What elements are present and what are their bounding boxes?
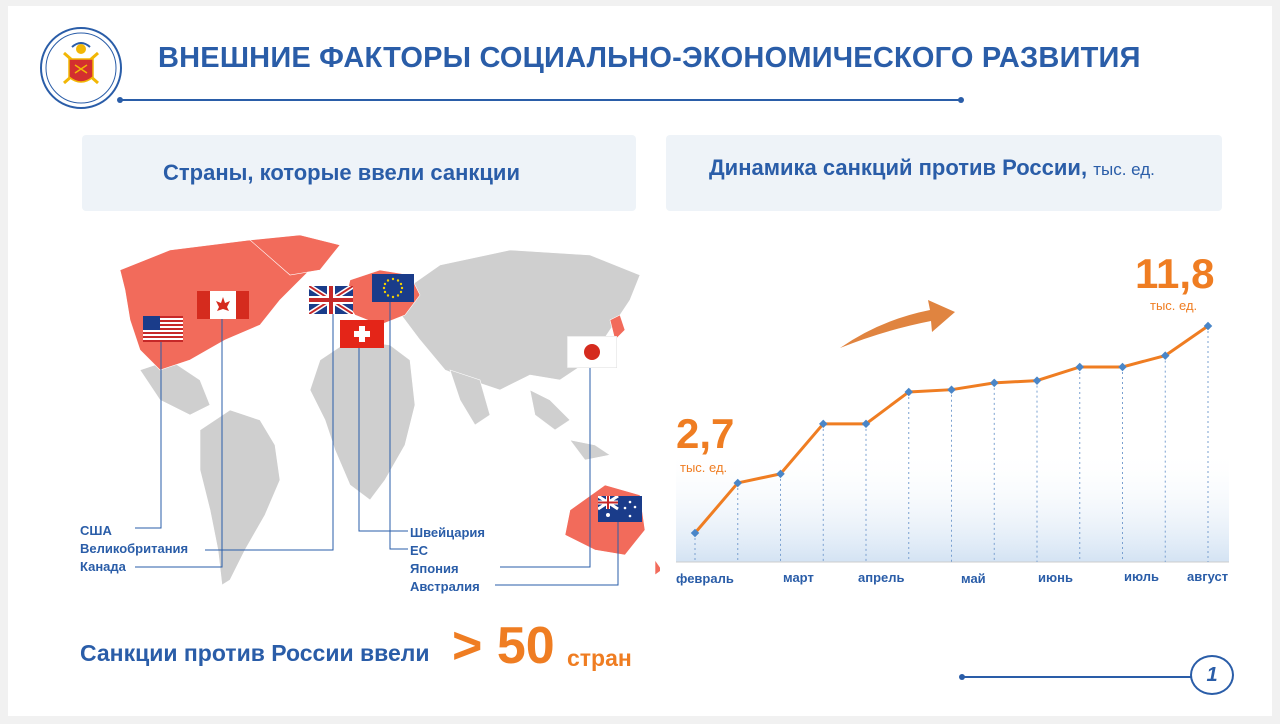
chart-data-point [819, 419, 828, 429]
chart-data-point [776, 469, 785, 479]
month-label-apr: апрель [858, 570, 905, 585]
right-panel-header [666, 135, 1222, 211]
japan-red [609, 314, 626, 341]
chart-data-point [861, 419, 871, 429]
chart-data-point [904, 387, 913, 397]
summary-gt: > [452, 617, 483, 675]
switzerland-flag-icon [340, 320, 384, 348]
country-label-eu: ЕС [410, 543, 429, 558]
month-label-feb: февраль [676, 571, 734, 586]
japan-flag-icon [567, 336, 617, 368]
underline-dot-right [958, 97, 964, 103]
chart-area-fill [676, 450, 1229, 562]
uk-flag-icon [309, 286, 353, 314]
trend-arrow-icon [840, 300, 955, 348]
month-label-may: май [961, 571, 986, 586]
page-line [962, 676, 1192, 678]
greenland-red [249, 234, 341, 276]
chart-data-point [690, 528, 700, 538]
new-zealand-red [654, 559, 660, 576]
chart-start-unit: тыс. ед. [680, 460, 728, 475]
eu-flag-icon [372, 274, 414, 302]
country-label-usa: США [80, 523, 112, 538]
month-label-aug: август [1187, 569, 1229, 584]
summary-text: Санкции против России ввели [80, 640, 430, 666]
chart-data-point [1032, 376, 1042, 385]
page-number: 1 [1190, 655, 1234, 695]
month-label-mar: март [783, 570, 814, 585]
slide [8, 6, 1272, 716]
chart-data-point [1203, 321, 1213, 331]
country-label-canada: Канада [80, 559, 126, 574]
page-line-dot [959, 674, 965, 680]
chart-data-point [1075, 362, 1084, 372]
chart-data-point [1118, 362, 1127, 372]
usa-flag-icon [143, 316, 183, 342]
australia-flag-icon [598, 496, 642, 522]
chart-data-point [947, 385, 956, 394]
country-label-switzerland: Швейцария [410, 525, 486, 540]
summary-unit: стран [567, 645, 632, 671]
india-shape [449, 369, 491, 426]
underline-dot-left [117, 97, 123, 103]
right-panel-heading-text: Динамика санкций против России, [709, 155, 1088, 180]
month-label-jul: июль [1124, 569, 1160, 584]
chart-start-value: 2,7 [676, 410, 735, 457]
summary-value: 50 [496, 617, 555, 675]
chart-data-point [990, 378, 999, 388]
country-label-japan: Япония [410, 561, 459, 576]
chart-end-value: 11,8 [1135, 250, 1215, 297]
emblem-logo [40, 27, 122, 109]
page-title: ВНЕШНИЕ ФАКТОРЫ СОЦИАЛЬНО-ЭКОНОМИЧЕСКОГО… [158, 42, 1141, 74]
right-panel-unit: тыс. ед. [1093, 160, 1155, 179]
left-panel-heading: Страны, которые ввели санкции [163, 160, 520, 185]
month-label-jun: июнь [1038, 570, 1073, 585]
chart-data-point [1161, 351, 1170, 360]
chart-end-unit: тыс. ед. [1150, 298, 1198, 313]
title-underline [120, 99, 962, 101]
country-label-uk: Великобритания [80, 541, 189, 556]
left-panel-header [82, 135, 636, 211]
country-label-australia: Австралия [410, 579, 480, 594]
summary-number: > 50 [452, 616, 555, 676]
chart-data-point [733, 478, 742, 488]
southeast-asia-shape [529, 389, 571, 431]
right-panel-heading: Динамика санкций против России, тыс. ед. [709, 155, 1155, 181]
canada-flag-icon [197, 291, 249, 319]
